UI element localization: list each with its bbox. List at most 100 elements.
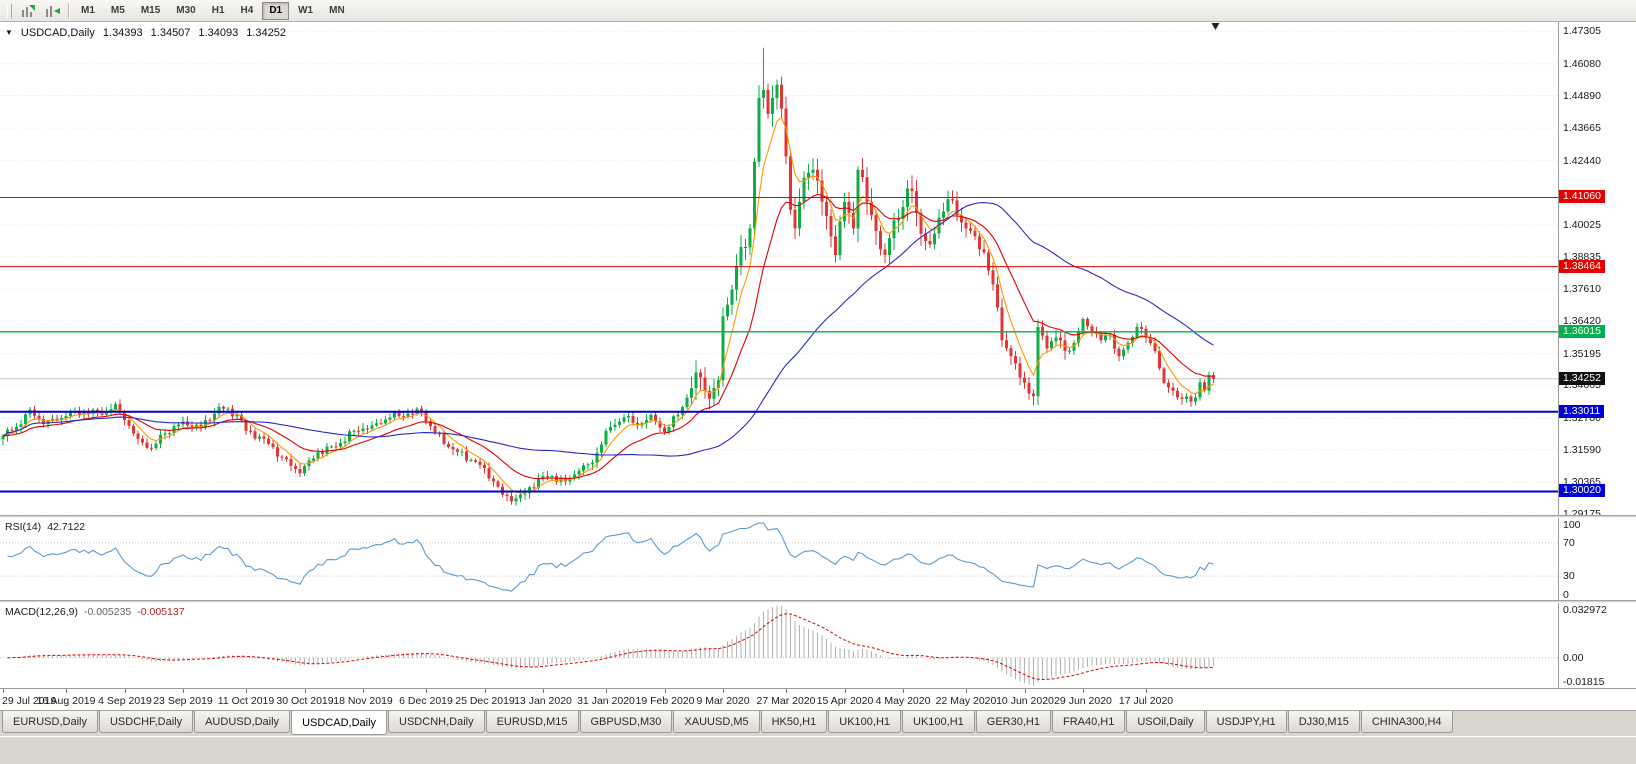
price-marker-1.41060: 1.41060 <box>1559 190 1605 203</box>
date-tick <box>543 689 544 693</box>
timeframe-button-h4[interactable]: H4 <box>234 2 261 20</box>
timeframe-button-h1[interactable]: H1 <box>205 2 232 20</box>
rsi-name: RSI(14) <box>5 521 42 533</box>
price-axis[interactable] <box>1558 22 1636 688</box>
date-label: 31 Jan 2020 <box>577 695 635 707</box>
macd-main-value: -0.005235 <box>83 606 132 618</box>
chart-tab-usoil-daily[interactable]: USOil,Daily <box>1126 711 1205 733</box>
date-tick <box>66 689 67 693</box>
rsi-value: 42.7122 <box>47 521 86 533</box>
time-axis[interactable]: 29 Jul 2019 16 Aug 2019 4 Sep 2019 23 Sep 2… <box>0 688 1636 710</box>
moving-average-lines <box>2 116 1214 494</box>
date-label: 29 Jul 2019 <box>2 695 57 707</box>
rsi-axis-label: 30 <box>1563 570 1575 582</box>
date-label: 18 Nov 2019 <box>333 695 393 707</box>
price-axis-label: 1.42440 <box>1563 155 1601 167</box>
horizontal-level-lines <box>0 197 1558 493</box>
price-axis-label: 1.31590 <box>1563 444 1601 456</box>
price-axis-label: 1.47305 <box>1563 25 1601 37</box>
date-label: 17 Jul 2020 <box>1118 695 1174 707</box>
chart-tab-audusd-daily[interactable]: AUDUSD,Daily <box>194 711 291 733</box>
pane-splitter-macd[interactable] <box>0 600 1636 603</box>
ohlc-high: 1.34507 <box>150 27 191 39</box>
chart-tab-gbpusd-m30[interactable]: GBPUSD,M30 <box>579 711 673 733</box>
date-tick <box>966 689 967 693</box>
timeframes-toolbar: M1 M5 M15 M30 H1 H4 D1 W1 MN <box>0 0 1636 22</box>
chart-tab-uk100-h1[interactable]: UK100,H1 <box>902 711 975 733</box>
price-marker-1.33011: 1.33011 <box>1559 405 1605 418</box>
rsi-pane-canvas[interactable] <box>0 518 1558 601</box>
timeframe-button-m30[interactable]: M30 <box>169 2 202 20</box>
date-tick <box>363 689 364 693</box>
chart-tab-china300-h4[interactable]: CHINA300,H4 <box>1360 711 1453 733</box>
chart-tab-bar: EURUSD,Daily USDCHF,Daily AUDUSD,Daily USDC… <box>0 710 1636 736</box>
chart-shift-icon[interactable] <box>41 2 63 20</box>
date-label: 9 Mar 2020 <box>696 695 750 707</box>
date-tick <box>665 689 666 693</box>
date-label: 23 Sep 2019 <box>153 695 213 707</box>
date-tick <box>125 689 126 693</box>
chart-tab-hk50-h1[interactable]: HK50,H1 <box>760 711 828 733</box>
timeframe-button-m15[interactable]: M15 <box>134 2 167 20</box>
date-label: 16 Aug 2019 <box>36 695 96 707</box>
chart-scroll-glyph <box>22 4 35 17</box>
macd-signal-line <box>7 613 1214 681</box>
chart-tab-eurusd-daily[interactable]: EURUSD,Daily <box>2 711 98 733</box>
timeframe-button-m1[interactable]: M1 <box>74 2 102 20</box>
date-label: 22 May 2020 <box>935 695 997 707</box>
date-tick <box>1083 689 1084 693</box>
macd-histogram <box>7 605 1214 686</box>
date-label: 6 Dec 2019 <box>399 695 453 707</box>
price-axis-label: 1.35195 <box>1563 348 1601 360</box>
chart-tab-usdjpy-h1[interactable]: USDJPY,H1 <box>1205 711 1287 733</box>
price-axis-label: 1.46080 <box>1563 58 1601 70</box>
timeframe-button-d1[interactable]: D1 <box>262 1 290 20</box>
chart-tab-ger30-h1[interactable]: GER30,H1 <box>975 711 1051 733</box>
pane-splitter-rsi[interactable] <box>0 515 1636 518</box>
price-axis-label: 1.44890 <box>1563 90 1601 102</box>
status-bar <box>0 736 1636 764</box>
date-label: 4 Sep 2019 <box>98 695 152 707</box>
chart-tab-usdcad-daily[interactable]: USDCAD,Daily <box>291 711 388 735</box>
chart-tab-fra40-h1[interactable]: FRA40,H1 <box>1051 711 1126 733</box>
date-tick <box>305 689 306 693</box>
macd-axis-label: 0.032972 <box>1563 604 1607 616</box>
macd-name: MACD(12,26,9) <box>5 606 78 618</box>
one-click-trading-icon[interactable]: ▼ <box>5 28 13 37</box>
date-tick <box>723 689 724 693</box>
toolbar-grip[interactable] <box>7 3 12 18</box>
date-label: 11 Oct 2019 <box>217 695 275 707</box>
timeframe-buttons: M1 M5 M15 M30 H1 H4 D1 W1 MN <box>73 1 353 20</box>
rsi-indicator-label: RSI(14) 42.7122 <box>5 521 85 533</box>
timeframe-button-m5[interactable]: M5 <box>104 2 132 20</box>
timeframe-button-w1[interactable]: W1 <box>291 2 320 20</box>
macd-pane-canvas[interactable] <box>0 603 1558 688</box>
chart-tab-usdchf-daily[interactable]: USDCHF,Daily <box>98 711 194 733</box>
date-tick <box>1146 689 1147 693</box>
date-tick <box>1025 689 1026 693</box>
toolbar-separator <box>68 2 69 19</box>
chart-tab-dj30-m15[interactable]: DJ30,M15 <box>1287 711 1360 733</box>
price-axis-label: 1.37610 <box>1563 283 1601 295</box>
chart-tab-xauusd-m5[interactable]: XAUUSD,M5 <box>673 711 760 733</box>
chart-scroll-icon[interactable] <box>17 2 39 20</box>
date-tick <box>786 689 787 693</box>
chart-tab-uk100-h1[interactable]: UK100,H1 <box>828 711 902 733</box>
chart-tab-eurusd-m15[interactable]: EURUSD,M15 <box>485 711 579 733</box>
timeframe-button-mn[interactable]: MN <box>322 2 352 20</box>
date-label: 25 Dec 2019 <box>455 695 515 707</box>
date-label: 30 Oct 2019 <box>276 695 334 707</box>
price-axis-label: 1.40025 <box>1563 219 1601 231</box>
date-tick <box>903 689 904 693</box>
price-axis-label: 1.36420 <box>1563 315 1601 327</box>
macd-axis-label: -0.01815 <box>1563 676 1605 688</box>
price-chart-canvas[interactable] <box>0 22 1558 516</box>
chart-tab-usdcnh-daily[interactable]: USDCNH,Daily <box>388 711 485 733</box>
date-tick <box>606 689 607 693</box>
date-label: 13 Jan 2020 <box>514 695 572 707</box>
date-label: 19 Feb 2020 <box>635 695 695 707</box>
price-axis-label: 1.43665 <box>1563 122 1601 134</box>
date-tick <box>426 689 427 693</box>
date-tick <box>845 689 846 693</box>
